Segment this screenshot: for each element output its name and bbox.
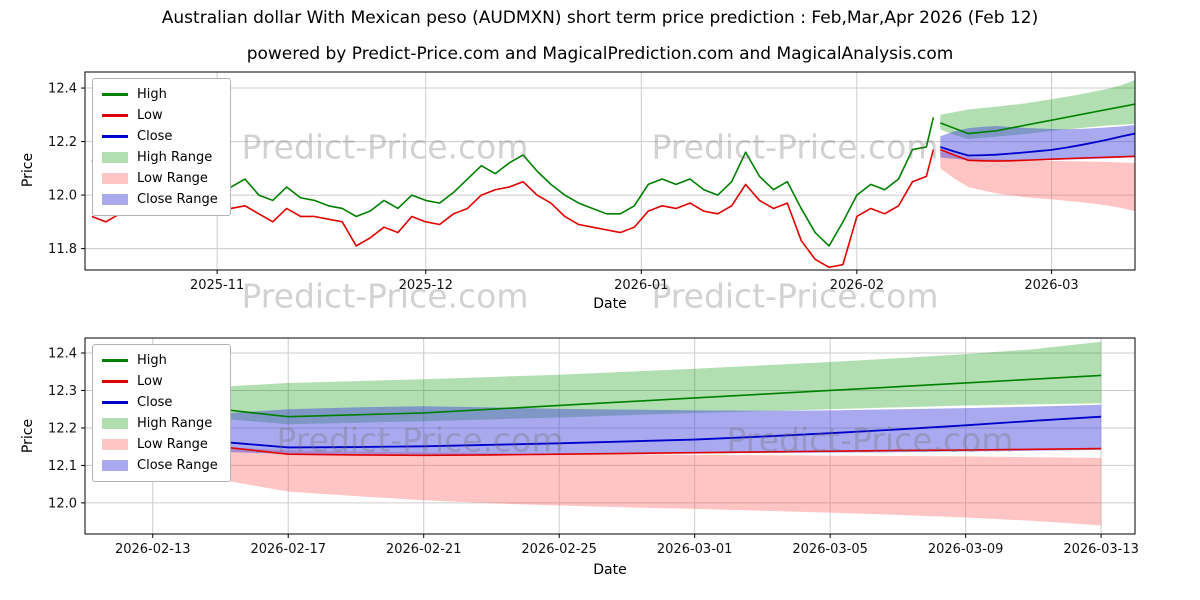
history-low-line [91,149,935,269]
close-range-band [940,124,1135,161]
forecast-low-line [152,438,1102,457]
bottom-chart-legend: High Low Close High Range Low Range Close Ran… [92,344,231,482]
x-tick-label: 2026-01 [614,278,668,293]
legend-swatch-low [102,380,128,383]
chart-subtitle: powered by Predict-Price.com and Magical… [246,44,954,64]
forecast-high-line [152,374,1102,418]
legend-swatch-low [102,114,128,117]
legend-label: Low [137,374,163,389]
x-tick-label: 2026-02 [830,278,884,293]
top-chart-y-axis-label: Price [20,152,36,188]
legend-item: Low [102,373,218,390]
x-tick-label: 2026-02-13 [115,542,191,557]
x-tick-label: 2026-03 [1024,278,1078,293]
bottom-chart-x-axis-label: Date [593,562,627,578]
legend-item: High Range [102,415,218,432]
top-chart-legend: High Low Close High Range Low Range Close Ran… [92,78,231,216]
legend-swatch-high [102,359,128,362]
y-tick-label: 12.2 [48,135,77,150]
legend-label: Low Range [137,437,208,452]
forecast-close-line [152,415,1102,449]
x-tick-label: 2025-11 [190,278,244,293]
legend-swatch-high-range [102,418,128,429]
legend-item: Low Range [102,436,218,453]
x-tick-label: 2026-03-13 [1063,542,1139,557]
y-tick-label: 12.3 [48,384,77,399]
legend-swatch-close [102,135,128,138]
legend-label: Low [137,108,163,123]
legend-label: Low Range [137,171,208,186]
legend-item: High [102,86,218,103]
legend-swatch-close-range [102,460,128,471]
forecast-low-line [940,148,1135,162]
history-high-line [91,117,935,247]
legend-swatch-high-range [102,152,128,163]
forecast-close-line [940,132,1135,157]
chart-top: 2025-11 2025-12 2026-01 2026-02 2026-03 11.8 1… [48,71,1136,293]
legend-label: High Range [137,416,213,431]
plot-frame [84,337,1136,535]
legend-label: Close [137,129,173,144]
legend-item: Low [102,107,218,124]
forecast-high-line [940,103,1135,135]
legend-swatch-low-range [102,439,128,450]
y-tick-label: 12.4 [48,346,77,361]
legend-item: High [102,352,218,369]
x-tick-label: 2025-12 [399,278,453,293]
high-range-band [940,80,1135,139]
y-tick-label: 12.4 [48,82,77,97]
x-tick-label: 2026-03-05 [792,542,868,557]
close-range-band [152,404,1102,455]
chart-title: Australian dollar With Mexican peso (AUD… [161,8,1039,28]
legend-label: High [137,353,167,368]
top-chart-x-axis-label: Date [593,296,627,312]
legend-swatch-low-range [102,173,128,184]
x-tick-label: 2026-02-17 [250,542,326,557]
legend-label: Close Range [137,458,218,473]
legend-label: Close Range [137,192,218,207]
low-range-band [152,442,1102,526]
legend-swatch-close-range [102,194,128,205]
y-tick-label: 12.1 [48,459,77,474]
legend-label: High Range [137,150,213,165]
high-range-band [152,341,1102,425]
legend-item: High Range [102,149,218,166]
legend-label: Close [137,395,173,410]
y-tick-label: 12.0 [48,189,77,204]
bottom-chart-y-axis-label: Price [20,418,36,454]
legend-item: Close Range [102,457,218,474]
legend-item: Close [102,394,218,411]
legend-label: High [137,87,167,102]
legend-swatch-high [102,93,128,96]
y-tick-label: 12.0 [48,496,77,511]
x-tick-label: 2026-02-21 [386,542,462,557]
legend-item: Low Range [102,170,218,187]
legend-item: Close Range [102,191,218,208]
x-tick-label: 2026-02-25 [521,542,597,557]
legend-item: Close [102,128,218,145]
y-tick-label: 11.8 [48,242,77,257]
x-tick-label: 2026-03-09 [928,542,1004,557]
x-tick-label: 2026-03-01 [657,542,733,557]
low-range-band [940,151,1135,212]
legend-swatch-close [102,401,128,404]
chart-bottom: 2026-02-13 2026-02-17 2026-02-21 2026-02-25… [48,337,1139,557]
plot-frame [84,71,1136,271]
y-tick-label: 12.2 [48,421,77,436]
